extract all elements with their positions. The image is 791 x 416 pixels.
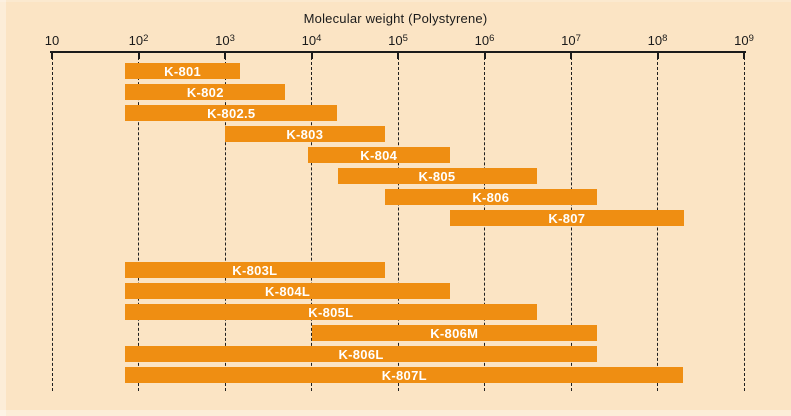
x-tick-mark [51, 53, 53, 59]
bar-k-801: K-801 [125, 63, 241, 79]
chart-title: Molecular weight (Polystyrene) [303, 11, 488, 26]
bar-k-806m: K-806M [311, 325, 597, 341]
bar-k-803l: K-803L [125, 262, 385, 278]
x-gridline [397, 57, 399, 391]
bar-k-807: K-807 [450, 210, 684, 226]
bar-label: K-804 [360, 147, 398, 163]
bar-k-802: K-802 [125, 84, 286, 100]
bar-label: K-805 [418, 168, 456, 184]
x-tick-label: 103 [215, 33, 235, 48]
bar-label: K-807L [381, 367, 427, 383]
x-tick-mark [483, 53, 486, 59]
bar-k-805: K-805 [337, 168, 537, 184]
bar-label: K-803L [232, 262, 278, 278]
x-tick-label: 105 [388, 33, 408, 48]
bar-k-804: K-804 [307, 147, 450, 163]
x-gridline [224, 57, 226, 391]
x-tick-label: 108 [647, 33, 668, 48]
x-tick-mark [397, 53, 399, 59]
bar-label: K-802 [186, 84, 224, 100]
x-tick-label: 104 [301, 33, 322, 48]
x-tick-mark [310, 53, 313, 59]
bar-label: K-807 [548, 210, 586, 226]
bar-k-806: K-806 [384, 189, 597, 205]
x-tick-label: 10 [44, 33, 60, 48]
bar-label: K-802.5 [207, 105, 256, 121]
x-tick-mark [743, 53, 745, 59]
bar-label: K-806 [472, 189, 510, 205]
x-tick-label: 102 [128, 33, 149, 48]
x-gridline [138, 57, 139, 391]
x-axis-line [50, 51, 746, 53]
x-gridline [311, 57, 312, 391]
bar-k-805l: K-805L [125, 304, 537, 320]
bar-k-802-5: K-802.5 [125, 105, 338, 121]
x-tick-label: 106 [474, 33, 495, 48]
x-tick-mark [224, 53, 226, 59]
x-tick-mark [656, 53, 659, 59]
x-tick-mark [570, 53, 572, 59]
bar-label: K-806L [338, 346, 384, 362]
bar-k-803: K-803 [225, 126, 385, 142]
x-tick-label: 109 [734, 33, 754, 48]
x-gridline [51, 57, 53, 391]
bar-k-806l: K-806L [125, 346, 597, 362]
bar-label: K-806M [430, 325, 479, 341]
bar-label: K-804L [265, 283, 311, 299]
bar-label: K-801 [164, 63, 202, 79]
x-tick-label: 107 [561, 33, 581, 48]
bar-k-804l: K-804L [125, 283, 451, 299]
bar-label: K-805L [308, 304, 354, 320]
bar-k-807l: K-807L [125, 367, 684, 383]
x-gridline [743, 57, 745, 391]
bar-label: K-803 [286, 126, 324, 142]
x-tick-mark [137, 53, 140, 59]
